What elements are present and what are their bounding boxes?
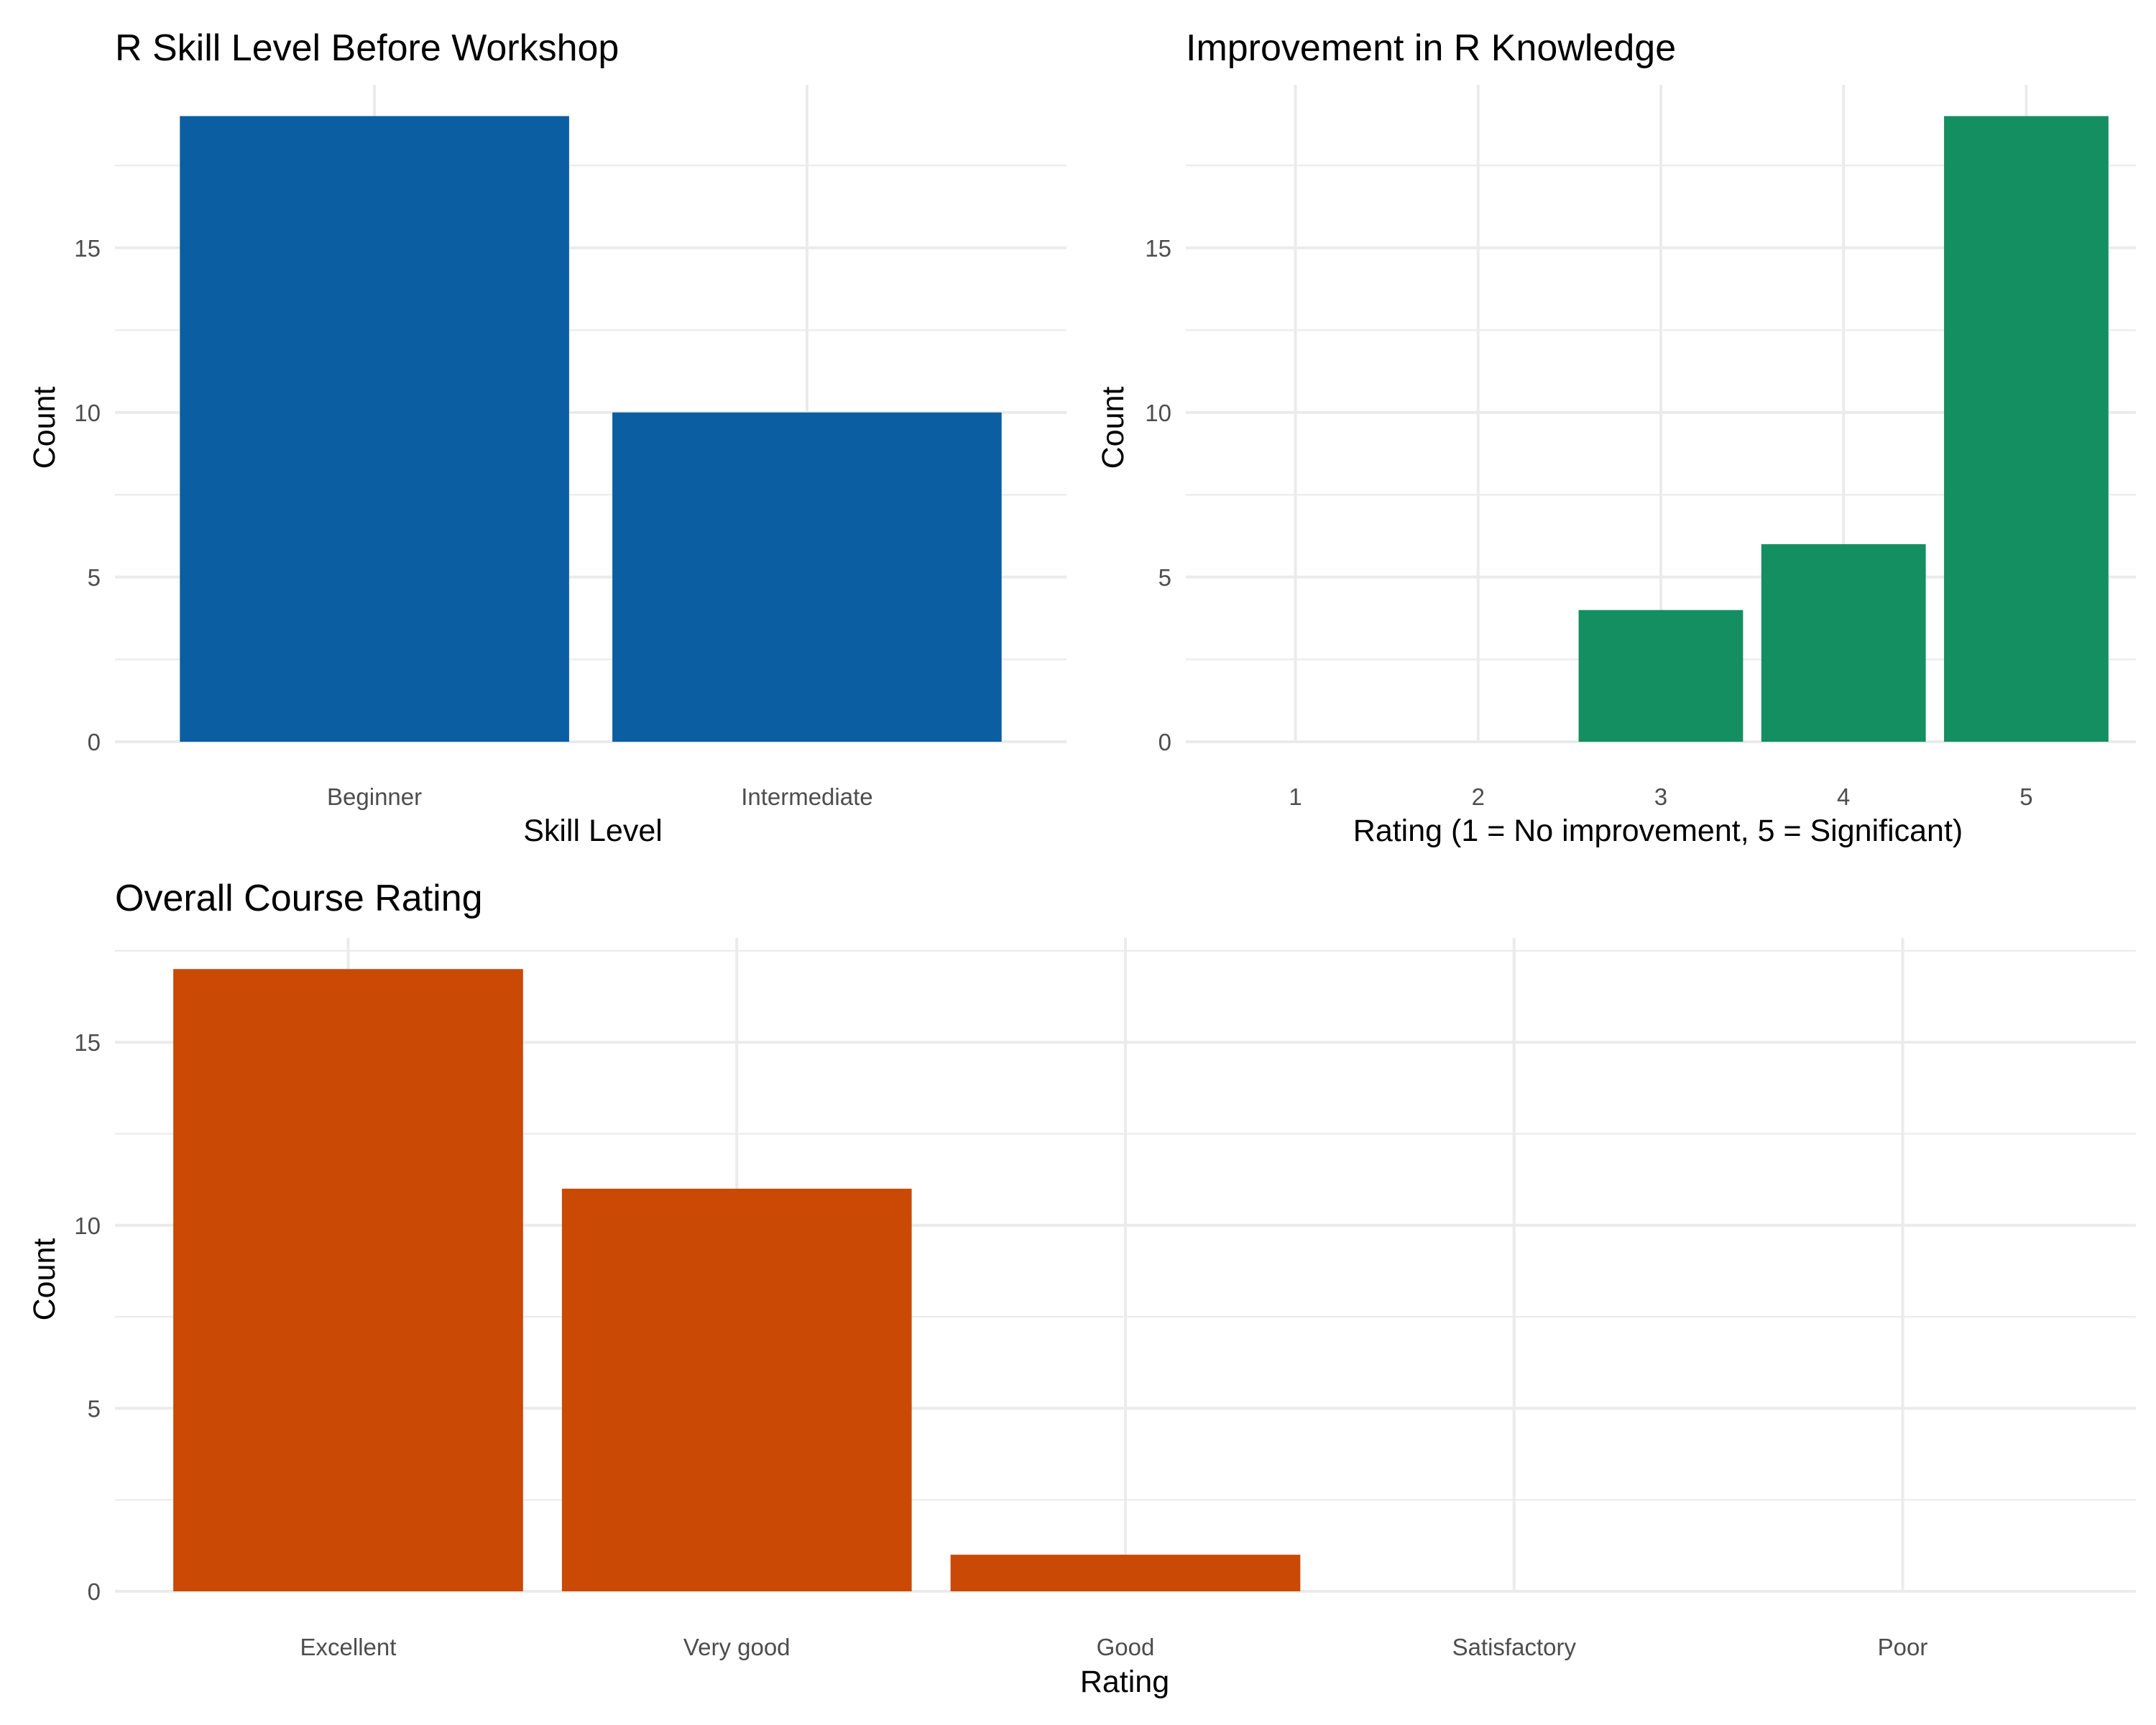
x-tick-label: Poor (1878, 1634, 1928, 1660)
x-tick-label: 4 (1837, 783, 1850, 810)
y-tick-label: 10 (74, 400, 101, 426)
x-tick-label: 5 (2019, 783, 2032, 810)
bars (1578, 116, 2109, 742)
y-tick-label: 0 (1158, 729, 1171, 755)
chart-title: Overall Course Rating (115, 878, 483, 919)
chart-title: Improvement in R Knowledge (1186, 27, 1676, 69)
x-axis-title: Skill Level (523, 814, 663, 848)
panel-course-rating: Overall Course Rating 0 5 10 15 Excellent Ve… (27, 878, 2136, 1699)
y-tick-label: 5 (88, 1395, 101, 1422)
bars (180, 116, 1002, 742)
bar-good (950, 1555, 1301, 1591)
panel-skill-level: R Skill Level Before Workshop 0 5 10 15 Beg… (27, 27, 1067, 848)
y-tick-labels: 0 5 10 15 (1145, 235, 1171, 755)
bars (173, 969, 1301, 1591)
bar-excellent (173, 969, 523, 1591)
x-tick-labels: Excellent Very good Good Satisfactory Poor (300, 1634, 1928, 1660)
bar-very-good (561, 1188, 912, 1591)
y-tick-label: 5 (1158, 564, 1171, 591)
x-axis-title: Rating (1 = No improvement, 5 = Signific… (1353, 814, 1963, 848)
x-tick-label: Good (1097, 1634, 1155, 1660)
bar-5 (1944, 116, 2109, 742)
y-tick-label: 10 (74, 1213, 101, 1239)
x-axis-title: Rating (1080, 1665, 1169, 1699)
y-axis-title: Count (1096, 387, 1130, 469)
y-axis-title: Count (27, 1238, 62, 1321)
y-tick-label: 0 (88, 1578, 101, 1605)
y-tick-label: 0 (88, 729, 101, 755)
bar-3 (1578, 610, 1743, 742)
x-tick-label: Satisfactory (1452, 1634, 1577, 1660)
y-axis-title: Count (27, 387, 62, 469)
y-tick-label: 15 (74, 235, 101, 262)
y-tick-label: 15 (74, 1029, 101, 1056)
x-tick-label: 3 (1654, 783, 1667, 810)
x-tick-label: Very good (683, 1634, 791, 1660)
y-tick-labels: 0 5 10 15 (74, 235, 101, 755)
x-tick-label: Excellent (300, 1634, 397, 1660)
y-tick-labels: 0 5 10 15 (74, 1029, 101, 1605)
x-tick-labels: 1 2 3 4 5 (1289, 783, 2032, 810)
bar-beginner (180, 116, 569, 742)
x-tick-label: Beginner (327, 783, 422, 810)
y-tick-label: 15 (1145, 235, 1171, 262)
y-tick-label: 5 (88, 564, 101, 591)
chart-title: R Skill Level Before Workshop (115, 27, 619, 69)
bar-intermediate (612, 412, 1002, 742)
x-tick-label: 1 (1289, 783, 1302, 810)
bar-4 (1761, 544, 1926, 742)
x-tick-labels: Beginner Intermediate (327, 783, 873, 810)
x-tick-label: Intermediate (741, 783, 872, 810)
y-tick-label: 10 (1145, 400, 1171, 426)
x-tick-label: 2 (1472, 783, 1485, 810)
